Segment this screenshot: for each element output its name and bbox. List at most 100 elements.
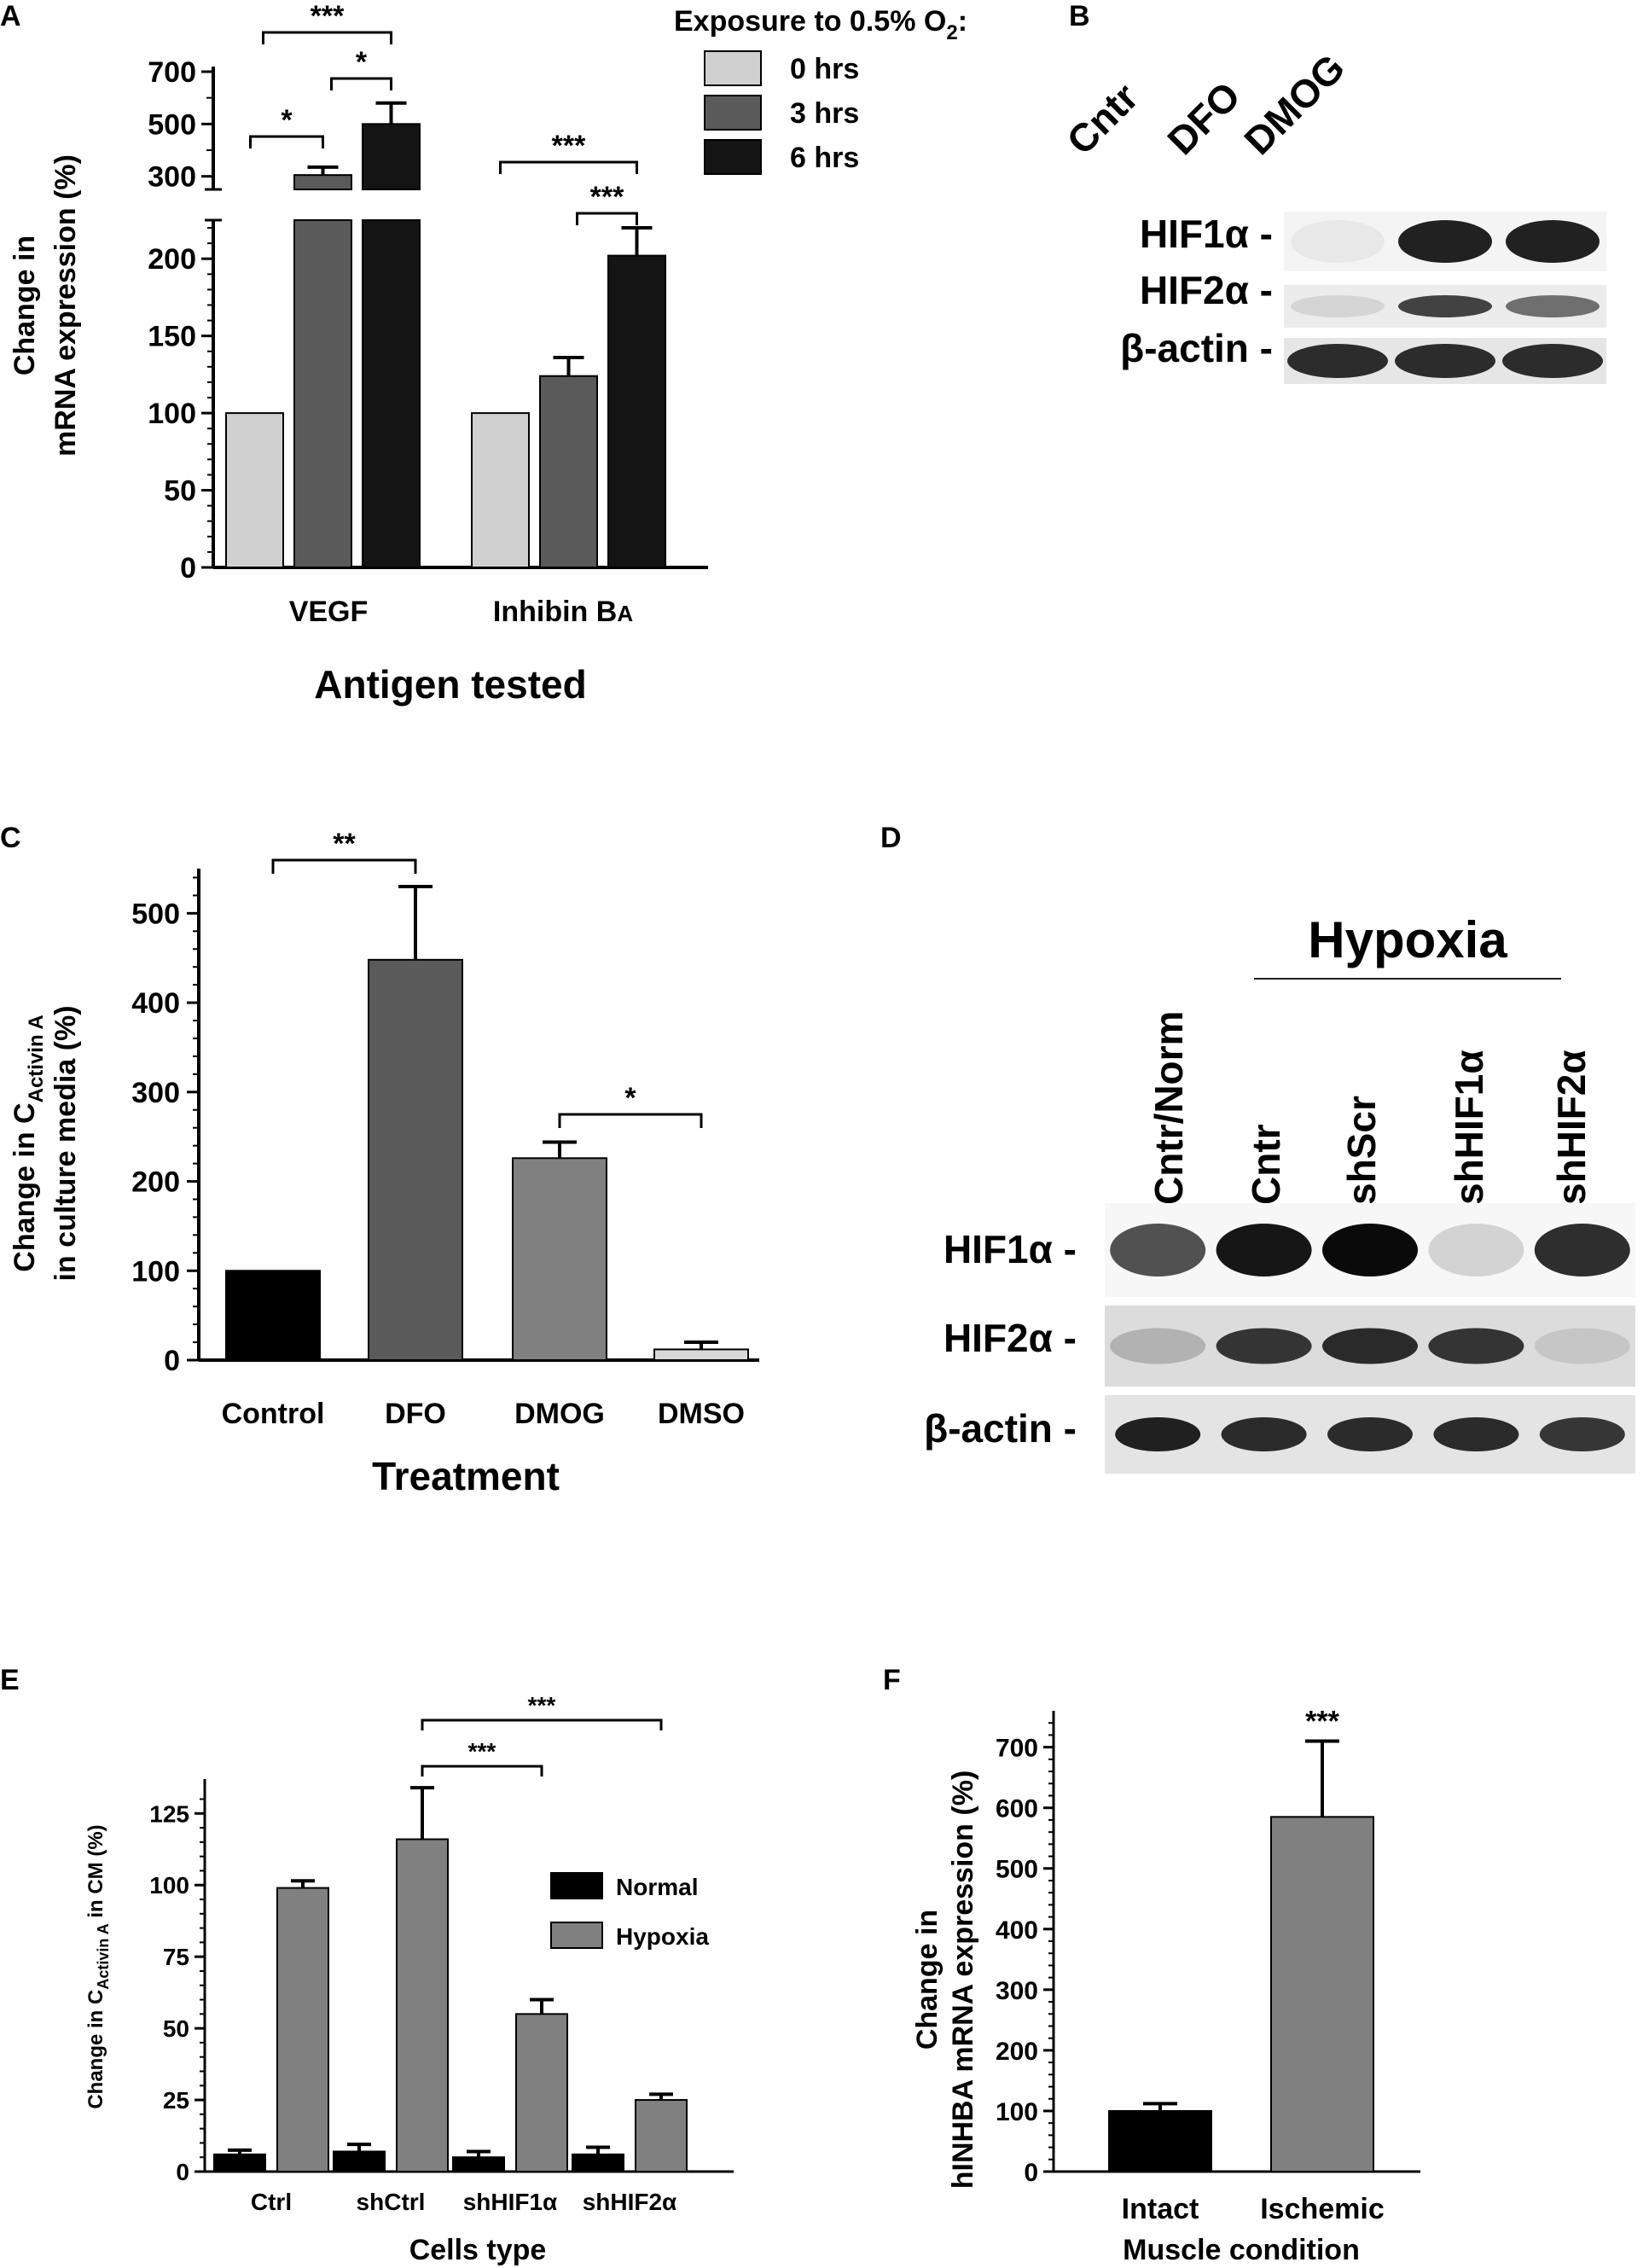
panel-a-ylabel-line2: mRNA expression (%) [49, 154, 82, 457]
panel-c-bar [368, 958, 463, 1361]
panel-f-ytick-label: 200 [996, 2038, 1038, 2066]
panel-e-ytick-label: 125 [149, 1800, 189, 1827]
panel-a-bar [362, 219, 421, 568]
panel-a-xtick-inhibin: Inhibin BA [493, 596, 633, 628]
panel-f-axes: 0 100 200 300 400 500 600 700 [996, 1711, 1420, 2187]
panel-f-ylabel-line2: hINHBA mRNA expression (%) [947, 1771, 979, 2189]
panel-a-legend-swatch [704, 50, 762, 86]
panel-a-ytick-label: 150 [148, 321, 196, 353]
panel-d-blot-image [1105, 1203, 1635, 1474]
panel-c-bar [653, 1348, 749, 1362]
panel-e-ytick-label: 100 [149, 1872, 189, 1899]
panel-a-bar [607, 254, 666, 568]
panel-e-bar [333, 2150, 386, 2172]
panel-c-bar [512, 1157, 607, 1362]
panel-b-lane-dmog: DMOG [1235, 45, 1353, 163]
panel-a-chart: Change in mRNA expression (%) 0 50 100 150 2… [9, 0, 967, 707]
panel-c-ytick-label: 100 [131, 1255, 180, 1288]
panel-f-ytick-label: 700 [996, 1735, 1038, 1763]
panel-e-ylabel-suffix: in CM (%) [84, 1824, 107, 1923]
panel-d-hypoxia-header: Hypoxia [1308, 911, 1507, 968]
panel-d-row-hif2a: HIF2α - [944, 1316, 1077, 1360]
panel-a-ytick-label: 200 [148, 243, 196, 276]
panel-c-ylabel-line2: in culture media (%) [49, 1005, 82, 1281]
panel-a-xtick-inhibin-sub: A [617, 601, 633, 626]
panel-a-bar [471, 412, 530, 568]
panel-a-bar [293, 219, 352, 568]
panel-label-a: A [0, 0, 21, 32]
panel-a-xlabel: Antigen tested [314, 662, 586, 707]
panel-e-ylabel: Change in CActivin A in CM (%) [84, 1824, 112, 2108]
panel-a-legend: 0 hrs 3 hrs 6 hrs [704, 50, 859, 175]
panel-a-legend-swatch [704, 95, 762, 131]
panel-a-sig-bracket [330, 77, 392, 90]
panel-b-row-hif2a: HIF2α - [1140, 268, 1273, 312]
panel-c-xtick-label: DMSO [658, 1398, 745, 1430]
panel-a-legend-label: 3 hrs [790, 97, 859, 130]
panel-a-legend-swatch [704, 139, 762, 175]
panel-e-ylabel-sub: Activin A [95, 1923, 112, 1989]
panel-a-sig-bracket [499, 160, 638, 174]
panel-e-ytick-label: 75 [163, 1944, 189, 1970]
panel-a-sig-bracket [249, 135, 324, 148]
panel-b-hif2a-band [1291, 295, 1385, 317]
panel-b-lane-cntr: Cntr [1058, 74, 1147, 163]
panel-a-xtick-vegf: VEGF [289, 596, 369, 628]
panel-c-sig-label: ** [333, 828, 356, 860]
panel-d-bactin-band [1433, 1417, 1519, 1451]
panel-e-axes: 0 25 50 75 100 125 [149, 1779, 734, 2185]
panel-e-sig-label: *** [468, 1738, 496, 1765]
panel-f-significance: *** [1305, 1706, 1339, 1738]
panel-e-chart: Change in CActivin A in CM (%) 0 25 50 75 10… [84, 1692, 734, 2266]
panel-label-c: C [0, 822, 21, 854]
panel-c-xtick-label: DFO [385, 1398, 446, 1430]
panel-e-bar [515, 2013, 568, 2172]
panel-a-legend-label: 6 hrs [790, 142, 859, 174]
panel-c-ytick-label: 300 [131, 1077, 180, 1109]
panel-f-bar [1270, 1816, 1374, 2172]
panel-a-sig-label: * [281, 104, 293, 137]
panel-c-ylabel-line1: Change in CActivin A [9, 1015, 48, 1271]
panel-d-hif1a-band [1110, 1224, 1206, 1276]
panel-e-ytick-label: 25 [163, 2087, 189, 2114]
panel-e-sig-label: *** [528, 1692, 556, 1718]
panel-a-bar [225, 412, 284, 568]
panel-e-bar [452, 2156, 505, 2172]
panel-e-sig-bracket [421, 1765, 543, 1777]
panel-e-ylabel-main: Change in C [84, 1990, 107, 2109]
panel-e-significance: *** *** [421, 1692, 663, 1777]
panel-b-western-blot: Cntr DFO DMOG HIF1α - HIF2α - β-actin - [1058, 45, 1606, 384]
panel-d-hif2a-band [1110, 1328, 1206, 1364]
panel-c-bar [225, 1270, 321, 1361]
panel-b-blot-image [1284, 212, 1606, 384]
panel-c-ytick-label: 200 [131, 1166, 180, 1199]
panel-d-hif1a-band [1216, 1224, 1312, 1276]
panel-b-lane-dfo: DFO [1158, 73, 1248, 163]
panel-c-sig-label: * [624, 1082, 636, 1114]
panel-a-ytick-label: 700 [148, 56, 196, 89]
panel-c-xtick-label: Control [222, 1398, 325, 1430]
panel-d-lane-shhif1a: shHIF1α [1447, 1050, 1491, 1205]
panel-a-sig-bracket [262, 31, 392, 44]
panel-e-bar [635, 2099, 688, 2172]
panel-a-bar [539, 375, 598, 568]
panel-d-bactin-band [1327, 1417, 1413, 1451]
panel-d-hif1a-band [1428, 1224, 1524, 1276]
panel-c-chart: Change in CActivin A in culture media (%… [9, 828, 759, 1498]
panel-b-hif2a-band [1398, 295, 1492, 317]
panel-d-lane-cntr: Cntr [1244, 1124, 1288, 1205]
panel-d-lane-shscr: shScr [1339, 1096, 1384, 1205]
panel-c-ylabel-sub: Activin A [25, 1015, 48, 1102]
panel-a-legend-title-sub: 2 [946, 21, 957, 44]
panel-f-ytick-label: 500 [996, 1856, 1038, 1884]
panel-c-bars: Control DFO DMOG DMSO [222, 884, 749, 1430]
panel-b-bactin-band [1502, 344, 1603, 378]
panel-e-sig-bracket [421, 1718, 663, 1730]
panel-c-ylabel-main: Change in C [9, 1102, 41, 1271]
panel-d-hif1a-band [1534, 1224, 1630, 1276]
panel-f-bar [1108, 2109, 1212, 2172]
panel-d-lane-cntr-norm: Cntr/Norm [1147, 1011, 1191, 1205]
panel-a-bar-upper [293, 174, 352, 190]
panel-d-row-hif1a: HIF1α - [944, 1227, 1077, 1271]
panel-c-ytick-label: 500 [131, 898, 180, 930]
